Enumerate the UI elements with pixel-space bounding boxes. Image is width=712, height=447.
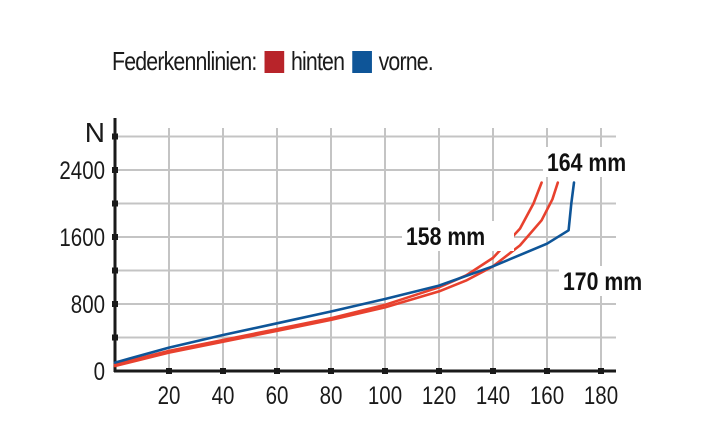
annotation-bg xyxy=(402,221,514,251)
x-tick-label: 180 xyxy=(584,381,618,409)
annotation-bg xyxy=(543,147,655,177)
x-tick xyxy=(274,368,280,374)
y-tick-label: 1600 xyxy=(59,223,105,251)
x-tick-label: 60 xyxy=(266,381,289,409)
legend-title: Federkennlinien: xyxy=(112,46,257,76)
x-tick xyxy=(490,368,496,374)
legend-swatch-vorne xyxy=(352,50,373,73)
x-tick-label: 80 xyxy=(320,381,343,409)
y-tick xyxy=(112,133,118,140)
x-tick xyxy=(598,368,604,374)
y-tick-label: 2400 xyxy=(59,156,105,184)
y-tick xyxy=(112,167,118,173)
x-tick xyxy=(220,368,226,374)
x-tick xyxy=(328,368,334,374)
x-tick xyxy=(436,368,442,374)
y-tick xyxy=(112,301,118,307)
x-tick-label: 100 xyxy=(368,381,402,409)
y-tick-label: 800 xyxy=(71,290,105,318)
x-tick-label: 20 xyxy=(158,381,181,409)
y-tick xyxy=(112,267,118,274)
annotation-a158: 158 mm xyxy=(406,222,485,250)
x-tick-label: 140 xyxy=(476,381,510,409)
legend-label-hinten: hinten xyxy=(290,46,345,76)
y-tick xyxy=(112,200,118,207)
series-line-1 xyxy=(113,181,560,368)
series-line-2 xyxy=(113,181,576,364)
x-tick-label: 40 xyxy=(212,381,235,409)
y-tick-label: 0 xyxy=(94,357,105,385)
x-tick-label: 120 xyxy=(422,381,456,409)
y-tick xyxy=(112,334,118,341)
series-line-0 xyxy=(113,181,543,366)
x-tick xyxy=(166,368,172,374)
annotation-a170: 170 mm xyxy=(563,267,642,295)
annotation-a164: 164 mm xyxy=(547,148,626,176)
legend-label-vorne: vorne. xyxy=(378,46,434,76)
legend-swatch-hinten xyxy=(264,50,285,73)
x-tick xyxy=(544,368,550,374)
x-tick xyxy=(382,368,388,374)
y-tick xyxy=(112,234,118,240)
x-tick-label: 160 xyxy=(530,381,564,409)
y-axis-unit: N xyxy=(85,117,105,148)
legend: Federkennlinien: hinten vorne. xyxy=(112,46,434,77)
annotation-bg xyxy=(559,266,671,296)
